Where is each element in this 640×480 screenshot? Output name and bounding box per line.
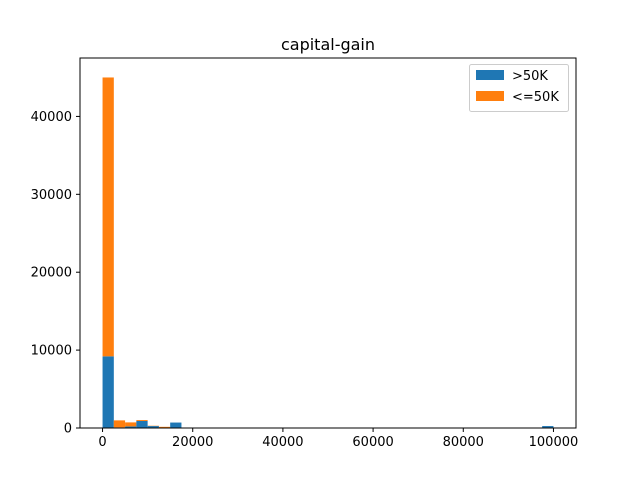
x-tick-label-0: 0 (98, 435, 106, 450)
y-tick-label-4: 40000 (31, 110, 72, 125)
bar-gt50k-7 (542, 426, 554, 428)
x-tick-label-1: 20000 (172, 435, 213, 450)
bar-gt50k-2 (125, 426, 137, 428)
bar-le50k-2 (125, 422, 137, 427)
y-tick-label-2: 20000 (31, 266, 72, 281)
y-axis-ticks: 0 10000 20000 30000 40000 (31, 110, 80, 437)
bar-le50k-5 (158, 426, 171, 428)
x-tick-label-3: 60000 (352, 435, 393, 450)
bar-le50k-1 (113, 420, 126, 428)
legend: >50K <=50K (469, 64, 569, 112)
legend-label-gt50k: >50K (512, 69, 548, 84)
bar-le50k-3 (136, 420, 148, 421)
x-axis-ticks: 0 20000 40000 60000 80000 100000 (98, 428, 578, 450)
bar-le50k-0 (102, 77, 114, 357)
y-tick-label-1: 10000 (31, 344, 72, 359)
x-tick-label-2: 40000 (262, 435, 303, 450)
bar-gt50k-3 (136, 420, 148, 428)
y-tick-label-3: 30000 (31, 188, 72, 203)
bar-gt50k-6 (170, 422, 182, 428)
legend-label-le50k: <=50K (512, 90, 559, 105)
legend-swatch-le50k (476, 91, 504, 101)
chart-title: capital-gain (281, 35, 375, 54)
plot-frame (79, 57, 577, 429)
legend-swatch-gt50k (476, 70, 504, 80)
bar-gt50k-0 (102, 356, 114, 428)
y-tick-label-0: 0 (64, 422, 72, 437)
bar-gt50k-4 (147, 426, 159, 428)
x-tick-label-5: 100000 (529, 435, 579, 450)
x-tick-label-4: 80000 (443, 435, 484, 450)
bars-group (102, 77, 554, 428)
